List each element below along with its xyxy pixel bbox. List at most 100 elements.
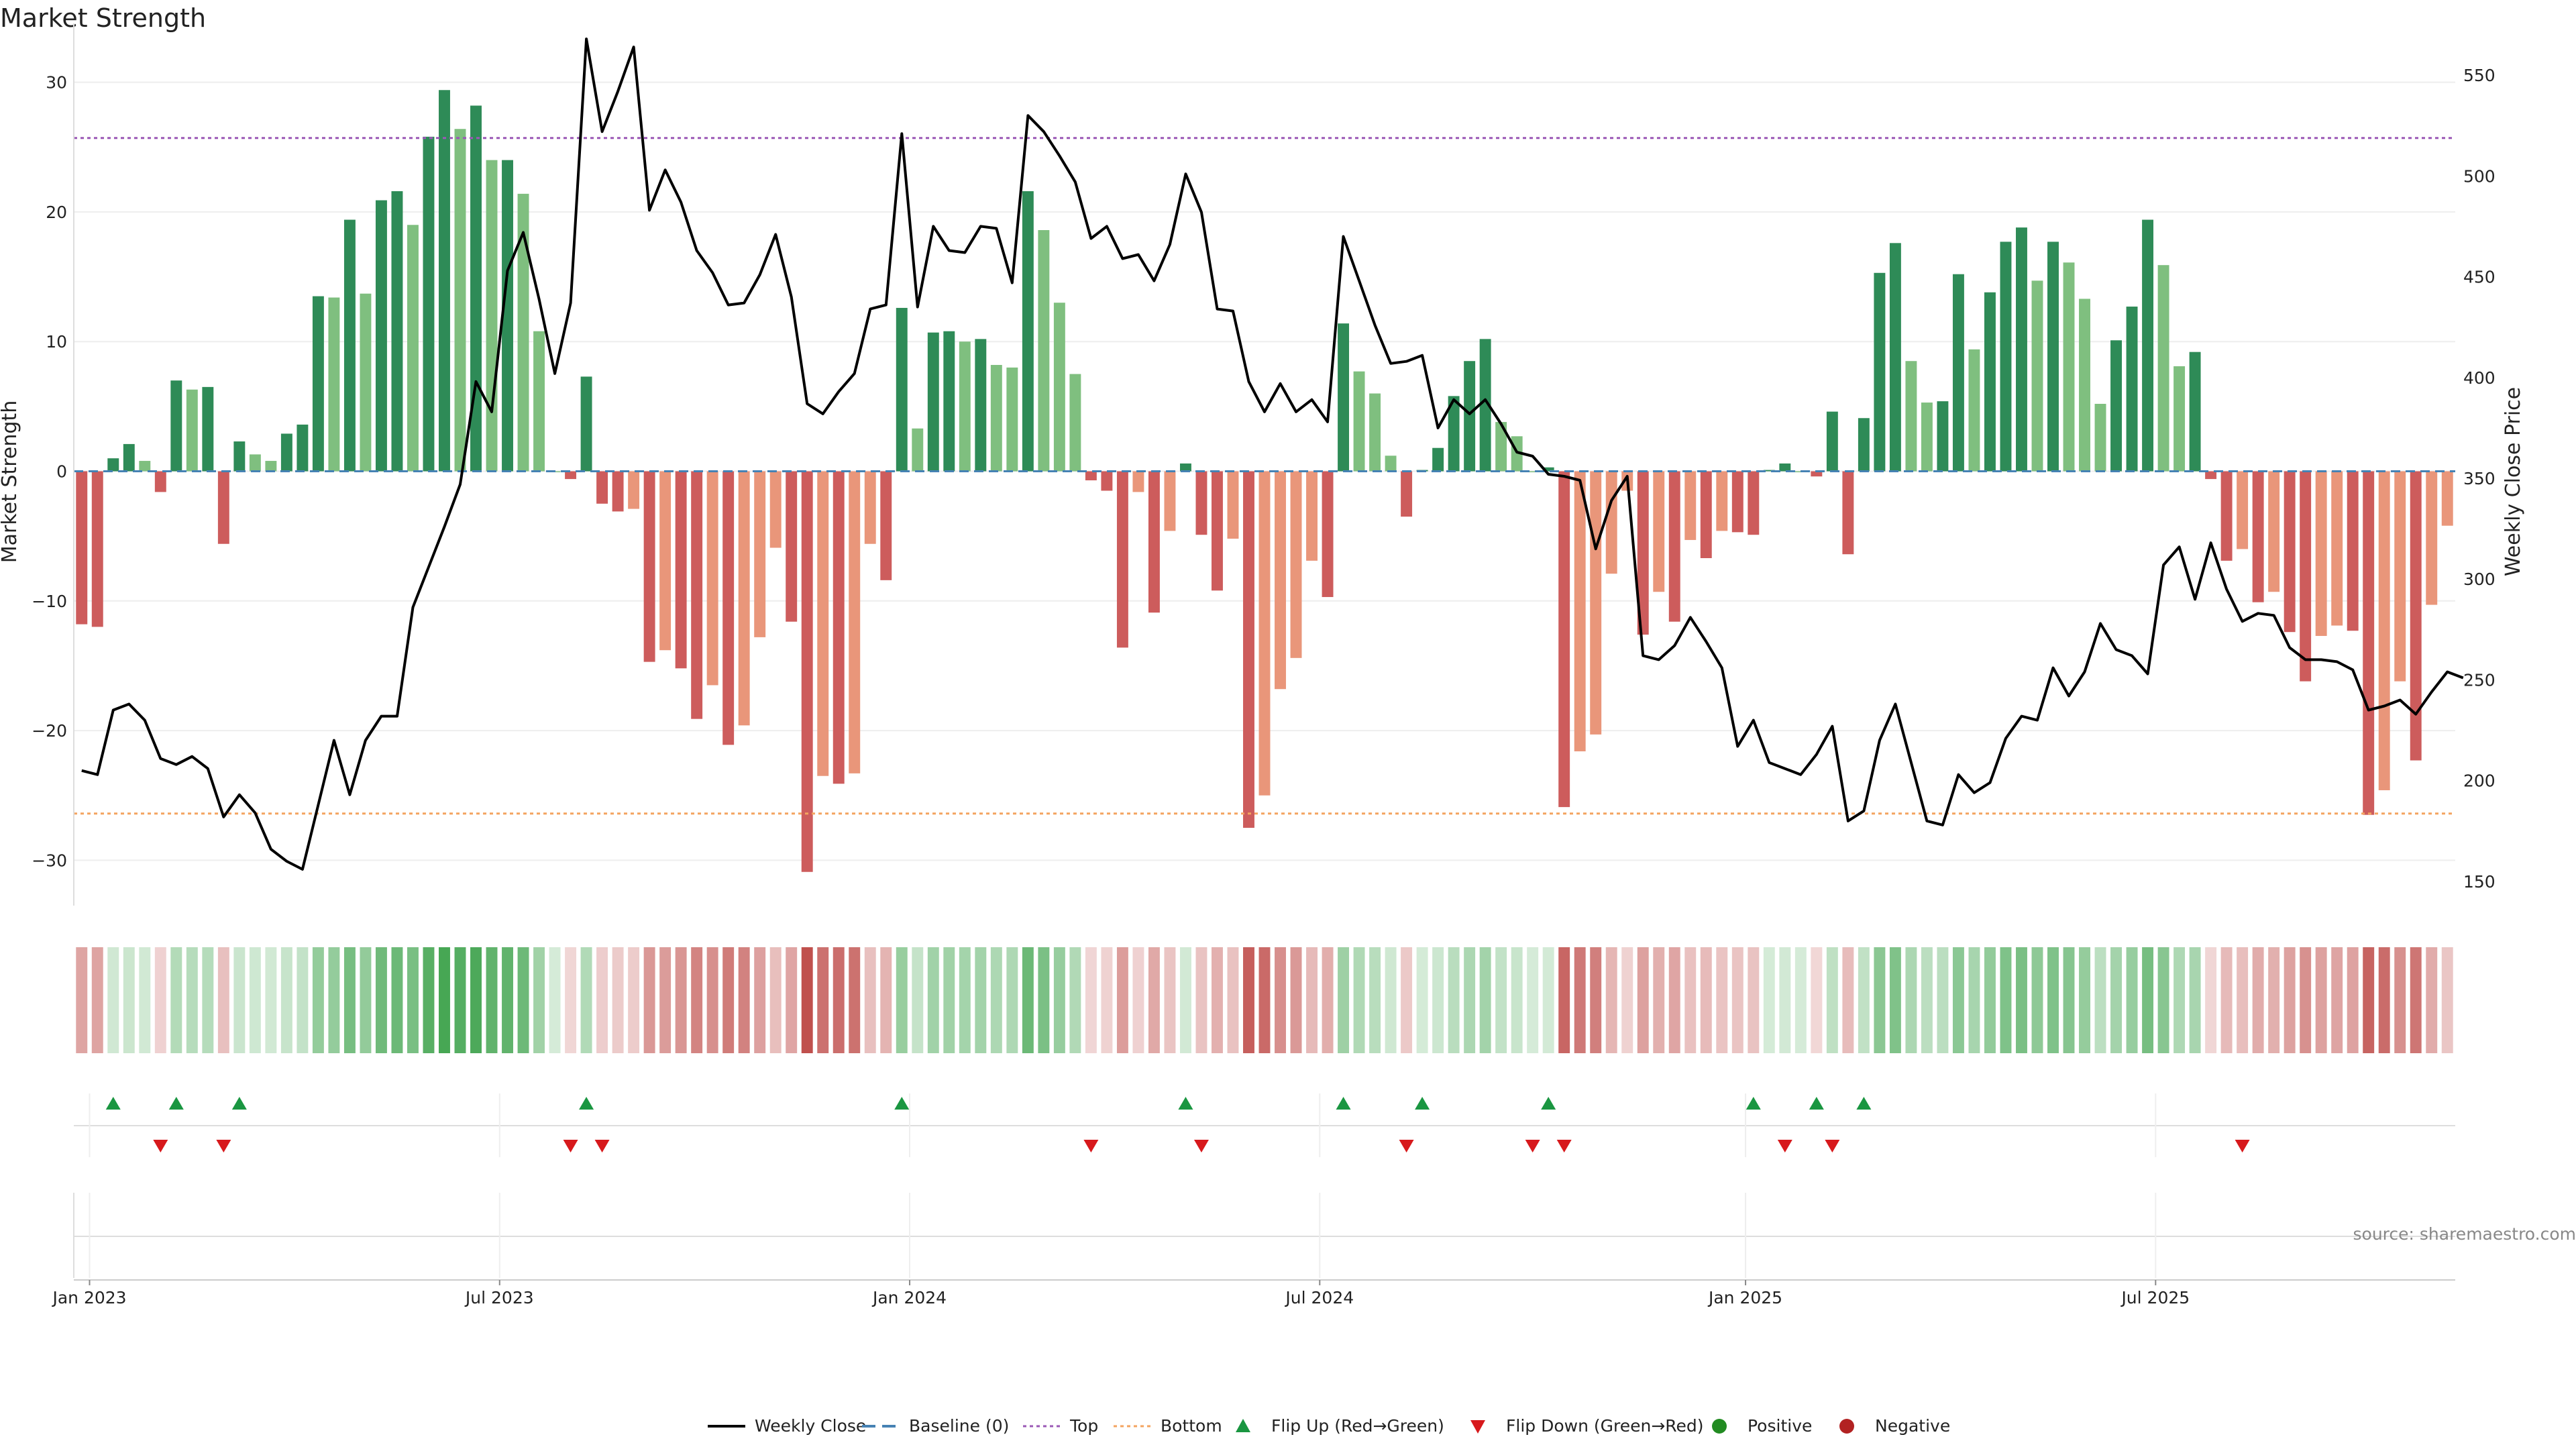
strength-bar (1353, 371, 1365, 472)
strength-bar (2205, 471, 2217, 480)
strength-bar (2410, 471, 2422, 761)
strength-bar (896, 307, 908, 472)
strip-cell (2394, 947, 2406, 1053)
strip-cell (91, 947, 103, 1053)
strength-bar (423, 136, 435, 472)
y-tick-label: −20 (32, 721, 67, 741)
strength-bar (1432, 447, 1444, 472)
strength-bar (2284, 471, 2296, 633)
strength-bar (1369, 393, 1381, 472)
strip-cell (139, 947, 151, 1053)
strength-bar (1495, 422, 1507, 472)
strength-bar (722, 471, 735, 745)
strip-cell (2268, 947, 2280, 1053)
strength-bar (233, 441, 246, 472)
strength-bar (1479, 339, 1491, 472)
x-tick-label: Jul 2025 (2120, 1288, 2190, 1307)
flip-up-marker (1746, 1097, 1761, 1110)
flip-down-marker (2235, 1140, 2250, 1152)
strip-cell (517, 947, 529, 1053)
strength-bar (849, 471, 861, 773)
legend-label: Negative (1875, 1416, 1950, 1436)
strength-bar (1053, 303, 1065, 472)
strength-bar (1984, 292, 1996, 472)
x-tick-label: Jul 2024 (1284, 1288, 1354, 1307)
strength-bar (2331, 471, 2343, 626)
strip-cell (549, 947, 561, 1053)
flip-up-marker (579, 1097, 594, 1110)
strip-cell (423, 947, 435, 1053)
strip-cell (849, 947, 861, 1053)
strength-bar (1212, 471, 1223, 591)
strength-bar (1385, 455, 1397, 472)
strip-cell (1811, 947, 1823, 1053)
strip-cell (1479, 947, 1491, 1053)
strip-cell (1085, 947, 1097, 1053)
strength-bar (1116, 471, 1128, 648)
y2-tick-label: 150 (2463, 872, 2496, 892)
strip-cell (706, 947, 718, 1053)
right-axis: 150 200 250 300 350 400 450 500 550 (2463, 66, 2496, 892)
y-tick-label: 0 (56, 462, 67, 482)
y2-tick-label: 550 (2463, 66, 2496, 85)
strip-cell (1511, 947, 1523, 1053)
strip-cell (1527, 947, 1539, 1053)
strength-bar (2110, 340, 2122, 472)
strength-bar (533, 331, 545, 472)
strip-cell (2284, 947, 2296, 1053)
strip-cell (596, 947, 608, 1053)
strength-bar (833, 471, 845, 784)
legend-label: Weekly Close (755, 1416, 866, 1436)
legend-swatch-flip-up (1236, 1419, 1250, 1432)
strength-bar (2047, 241, 2059, 472)
flip-up-marker (1415, 1097, 1430, 1110)
strip-cell (1858, 947, 1870, 1053)
strength-bar (139, 461, 151, 472)
y2-tick-label: 300 (2463, 570, 2496, 589)
strength-bar (1668, 471, 1680, 622)
strip-cell (691, 947, 703, 1053)
flip-up-marker (105, 1097, 121, 1110)
strip-cell (801, 947, 813, 1053)
flip-down-marker (153, 1140, 168, 1152)
strip-cell (1558, 947, 1570, 1053)
strip-cell (2094, 947, 2106, 1053)
strength-bar (2000, 241, 2012, 472)
strip-cell (754, 947, 766, 1053)
strength-bar (2252, 471, 2264, 602)
weekly-close-line (81, 38, 2464, 871)
strength-bar (391, 191, 403, 472)
legend-swatch-negative (1839, 1419, 1854, 1434)
strength-bar (880, 471, 892, 580)
flip-down-marker (1399, 1140, 1414, 1152)
strip-cell (1148, 947, 1160, 1053)
strip-cell (864, 947, 876, 1053)
strength-bar (1826, 411, 1838, 472)
strip-cell (1495, 947, 1507, 1053)
y-axis-label: Market Strength (0, 400, 21, 563)
strip-cell (2047, 947, 2059, 1053)
strength-bar (2126, 307, 2138, 472)
flip-up-marker (168, 1097, 184, 1110)
strip-cell (1952, 947, 1964, 1053)
strip-cell (2016, 947, 2027, 1053)
strip-cell (2174, 947, 2186, 1053)
strength-bar (612, 471, 624, 512)
strength-bar (2142, 219, 2154, 472)
y2-axis-label: Weekly Close Price (2502, 387, 2525, 576)
strength-bar (1937, 401, 1949, 472)
threshold-lines (74, 137, 2455, 815)
strip-cell (769, 947, 782, 1053)
strength-bar (565, 471, 577, 480)
strip-cell (375, 947, 387, 1053)
legend-item: Negative (1839, 1416, 1950, 1436)
y2-tick-label: 450 (2463, 268, 2496, 287)
y2-tick-label: 250 (2463, 670, 2496, 690)
strip-cell (170, 947, 182, 1053)
strength-bar (1148, 471, 1160, 613)
legend-item: Flip Up (Red→Green) (1236, 1416, 1444, 1436)
y-tick-label: 10 (46, 332, 67, 352)
strength-bar (1716, 471, 1728, 531)
strip-cell (1227, 947, 1239, 1053)
strip-cell (1637, 947, 1649, 1053)
